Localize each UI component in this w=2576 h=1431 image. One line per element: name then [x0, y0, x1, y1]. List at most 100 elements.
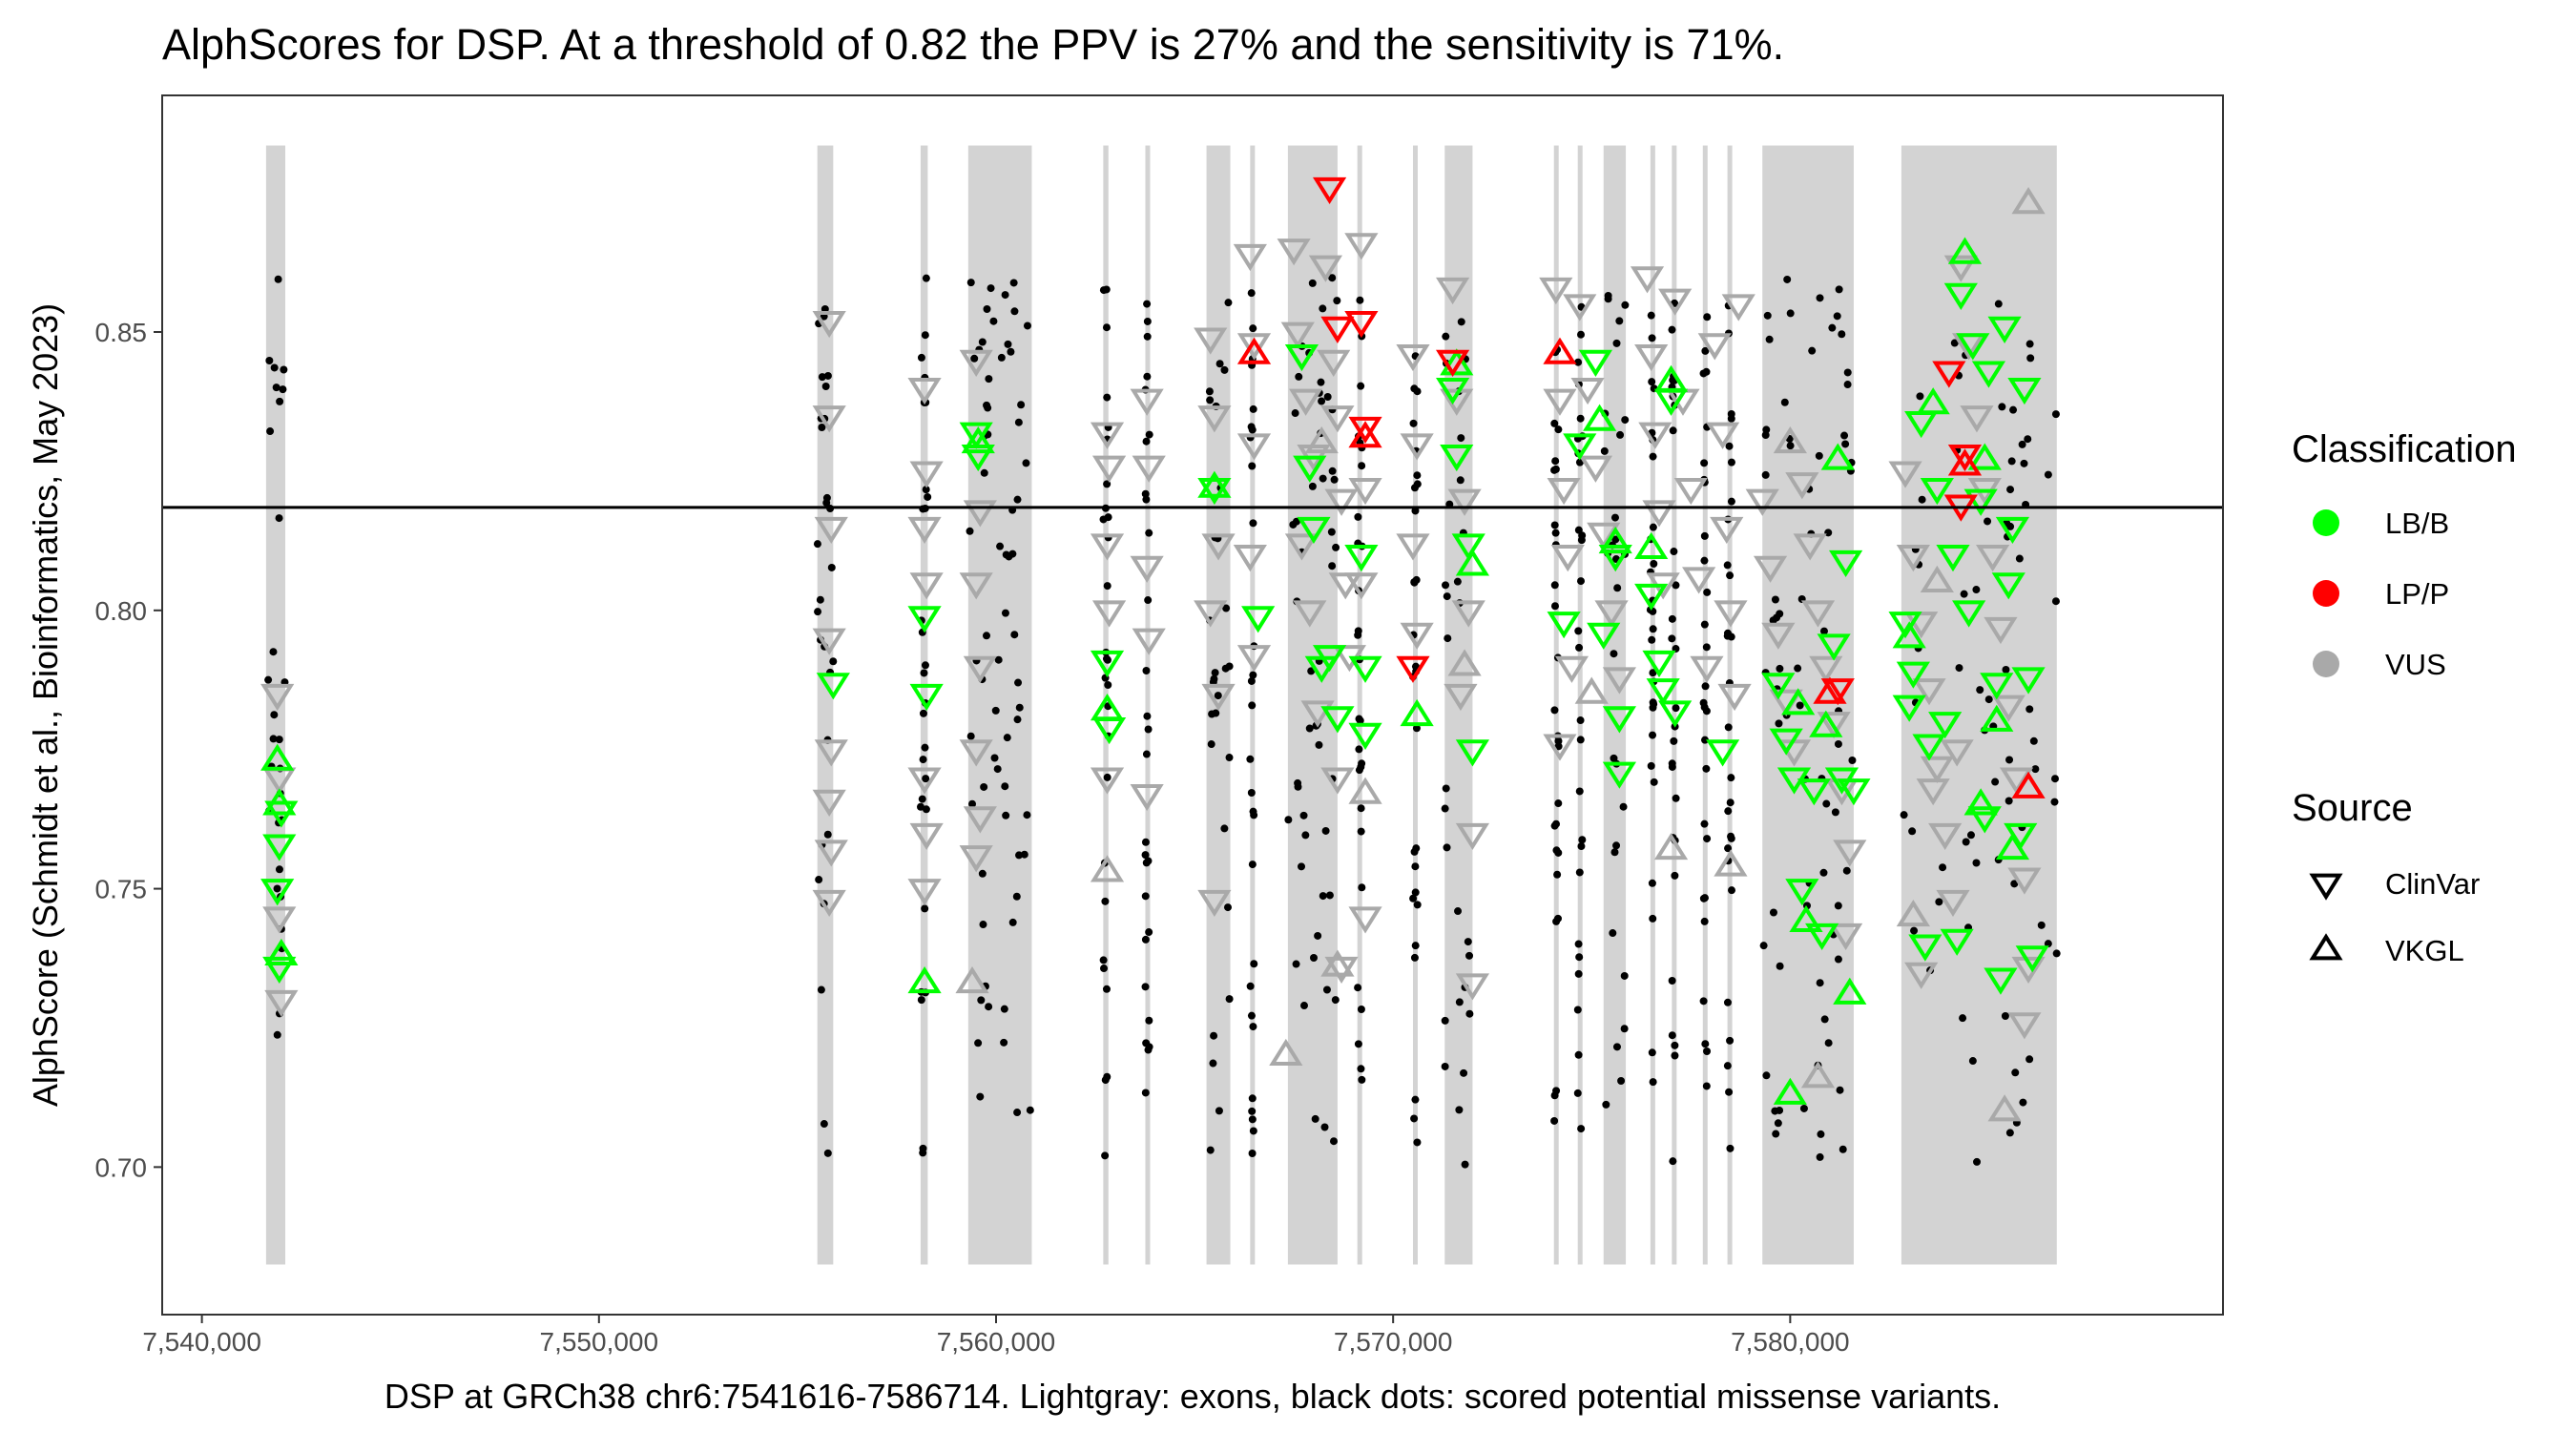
lbb-vkgl-marker: [262, 788, 297, 816]
missense-dot: [1648, 378, 1656, 386]
vus-clinvar-marker: [1943, 255, 1978, 282]
legend-source-title: Source: [2292, 787, 2413, 829]
missense-dot: [1455, 998, 1464, 1006]
lbb-clinvar-marker: [1956, 333, 1990, 361]
lbb-clinvar-marker: [1888, 612, 1922, 639]
vus-vkgl-marker: [1574, 676, 1609, 704]
missense-dot: [2025, 340, 2034, 348]
missense-dot: [280, 365, 288, 374]
missense-dot: [1824, 1039, 1833, 1047]
lbb-clinvar-marker: [1967, 806, 2002, 834]
vus-clinvar-marker: [1328, 572, 1362, 600]
missense-dot: [1604, 291, 1612, 300]
missense-dot: [1453, 577, 1462, 586]
missense-dot: [1611, 535, 1620, 544]
vus-clinvar-marker: [1745, 488, 1779, 516]
vus-clinvar-marker: [907, 767, 942, 795]
missense-dot: [1672, 794, 1680, 802]
missense-dot: [917, 996, 925, 1005]
missense-dot: [1222, 604, 1231, 612]
missense-dot: [997, 353, 1006, 362]
lbb-vkgl-marker: [1634, 531, 1669, 560]
missense-dot: [1700, 819, 1709, 828]
vus-clinvar-marker: [1554, 655, 1589, 683]
missense-dot: [1410, 1114, 1419, 1123]
missense-dot: [1701, 736, 1710, 744]
missense-dot: [276, 397, 284, 405]
vus-vkgl-marker: [1090, 855, 1125, 882]
missense-dot: [1205, 387, 1214, 396]
missense-dot: [1650, 700, 1658, 709]
vus-clinvar-marker: [1130, 555, 1164, 583]
missense-dot: [1550, 466, 1559, 474]
missense-dot: [1142, 495, 1151, 504]
missense-dot: [1703, 835, 1712, 843]
missense-dot: [820, 1120, 828, 1129]
missense-dot: [2050, 775, 2059, 783]
vus-clinvar-marker: [814, 516, 848, 545]
lbb-clinvar-marker: [1980, 673, 2014, 700]
missense-dot: [2031, 765, 2040, 774]
missense-dot: [1442, 784, 1450, 793]
missense-dot: [1786, 442, 1795, 450]
lbb-clinvar-marker: [1987, 316, 2022, 343]
vus-clinvar-marker: [1317, 349, 1351, 377]
lbb-vkgl-marker: [1455, 549, 1490, 576]
vus-clinvar-marker: [909, 572, 944, 600]
lbb-clinvar-marker: [1943, 282, 1978, 310]
lbb-clinvar-marker: [1920, 478, 1954, 506]
missense-dot: [1834, 902, 1842, 910]
missense-dot: [1411, 1095, 1420, 1104]
missense-dot: [1831, 808, 1839, 817]
missense-dot: [989, 317, 998, 325]
missense-dot: [1775, 719, 1783, 728]
missense-dot: [269, 648, 278, 656]
missense-dot: [1900, 811, 1908, 819]
missense-dot: [1357, 827, 1365, 836]
missense-dot: [1834, 955, 1842, 964]
missense-dot: [2019, 1098, 2027, 1107]
missense-dot: [1972, 859, 1981, 867]
missense-dot: [2011, 1068, 2020, 1077]
missense-dot: [1317, 378, 1325, 386]
missense-dot: [1577, 330, 1586, 339]
missense-dot: [1357, 382, 1365, 390]
missense-dot: [966, 527, 974, 535]
vus-clinvar-marker: [1455, 822, 1490, 850]
lbb-vkgl-marker: [1820, 443, 1855, 470]
lbb-clinvar-marker: [1642, 650, 1676, 678]
vus-clinvar-marker: [1194, 327, 1228, 355]
lbb-clinvar-marker: [1805, 923, 1839, 951]
y-axis: 0.70 0.75 0.80 0.85: [95, 318, 162, 1182]
missense-dot: [1318, 397, 1326, 405]
vus-clinvar-marker: [1320, 767, 1355, 795]
missense-dot: [977, 996, 986, 1005]
missense-dot: [1552, 846, 1561, 855]
missense-dot: [1762, 425, 1771, 434]
lbb-vkgl-marker: [1947, 237, 1983, 264]
x-tick-label: 7,570,000: [1334, 1327, 1453, 1357]
missense-dot: [1001, 609, 1009, 617]
missense-dot: [823, 830, 832, 839]
missense-dot: [1143, 712, 1152, 720]
missense-dot: [1554, 799, 1563, 808]
lbb-clinvar-marker: [1348, 722, 1382, 750]
vus-vkgl-marker: [1447, 649, 1482, 676]
missense-dot: [1843, 381, 1852, 389]
missense-dot: [1144, 596, 1153, 605]
lbb-clinvar-marker: [1908, 934, 1942, 962]
vus-clinvar-marker: [1888, 461, 1922, 488]
lbb-vkgl-marker: [1781, 688, 1816, 716]
missense-dot: [1817, 1130, 1825, 1138]
missense-dot: [1248, 1115, 1257, 1124]
missense-dot: [1834, 739, 1842, 748]
vus-clinvar-marker: [1928, 822, 1963, 850]
missense-dot: [1209, 1059, 1217, 1068]
missense-dot: [1972, 586, 1981, 594]
missense-dot: [1014, 678, 1023, 687]
lbb-clinvar-marker: [1963, 488, 1998, 516]
missense-dot: [1358, 883, 1366, 892]
missense-dot: [1723, 632, 1732, 640]
missense-dot: [1413, 901, 1422, 909]
lbb-clinvar-marker: [907, 606, 942, 633]
